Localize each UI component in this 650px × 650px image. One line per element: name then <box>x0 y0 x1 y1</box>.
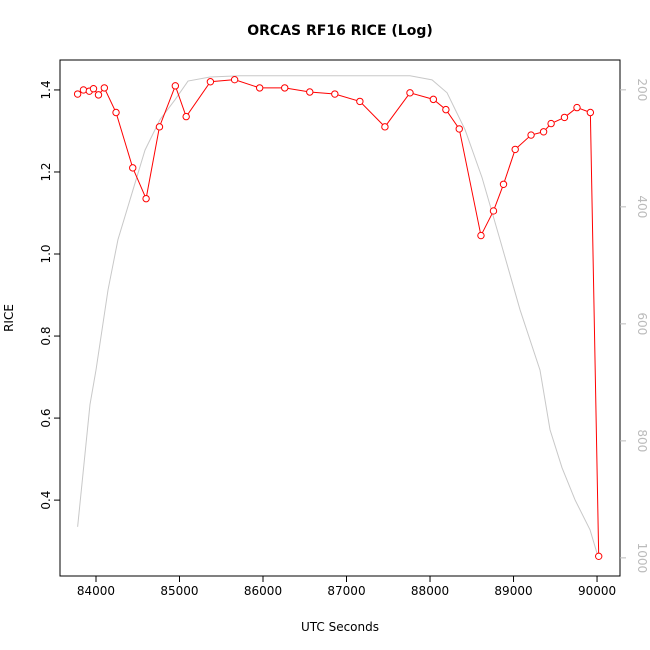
x-tick-label: 89000 <box>494 584 532 598</box>
rice-point <box>73 90 82 98</box>
rice-point <box>547 119 555 128</box>
rice-point <box>381 123 389 131</box>
y-tick-label: 1.0 <box>39 244 53 263</box>
rice-point <box>331 90 339 98</box>
rice-point <box>573 103 581 112</box>
x-tick-label: 88000 <box>411 584 449 598</box>
rice-point <box>560 113 569 122</box>
rice-line <box>77 79 600 557</box>
y2-tick-label: 400 <box>635 195 649 218</box>
rice-point <box>79 86 88 94</box>
rice-point <box>489 207 498 215</box>
rice-point <box>406 89 414 97</box>
x-axis-label: UTC Seconds <box>301 620 379 634</box>
y-tick-label: 0.6 <box>39 409 53 428</box>
y2-tick-label: 200 <box>635 78 649 101</box>
rice-point <box>595 552 603 561</box>
y-tick-label: 0.4 <box>39 491 53 510</box>
rice-point <box>586 108 595 117</box>
pressure-line <box>77 75 599 557</box>
y2-tick-label: 600 <box>635 312 649 335</box>
y-tick-label: 1.2 <box>39 162 53 181</box>
rice-point <box>356 97 364 106</box>
rice-point <box>142 194 150 203</box>
x-tick-label: 85000 <box>160 584 198 598</box>
rice-point <box>499 180 508 188</box>
rice-point <box>155 123 164 131</box>
x-tick-label: 90000 <box>578 584 616 598</box>
rice-point <box>112 108 120 117</box>
rice-point <box>511 145 519 154</box>
rice-point <box>89 85 98 93</box>
rice-point <box>182 112 190 121</box>
rice-point <box>206 78 215 86</box>
x-tick-label: 84000 <box>77 584 115 598</box>
y-tick-label: 1.4 <box>39 80 53 99</box>
rice-point <box>255 84 264 92</box>
rice-point <box>442 105 450 114</box>
rice-point <box>171 82 180 90</box>
rice-point <box>94 91 103 99</box>
rice-point <box>281 84 289 92</box>
rice-point <box>455 125 463 133</box>
plot-frame <box>59 59 621 577</box>
x-tick-label: 87000 <box>327 584 365 598</box>
rice-point <box>527 131 535 139</box>
y2-tick-label: 800 <box>635 429 649 452</box>
y-tick-label: 0.8 <box>39 327 53 346</box>
rice-point <box>306 88 314 96</box>
rice-point <box>429 95 438 104</box>
rice-point <box>230 75 239 84</box>
y-axis-label: RICE <box>2 304 16 332</box>
rice-point <box>477 231 485 240</box>
rice-point <box>100 84 109 92</box>
rice-point <box>539 128 548 136</box>
rice-point <box>129 164 137 172</box>
y2-tick-label: 1000 <box>635 543 649 574</box>
x-tick-label: 86000 <box>244 584 282 598</box>
chart-title: ORCAS RF16 RICE (Log) <box>247 23 433 39</box>
